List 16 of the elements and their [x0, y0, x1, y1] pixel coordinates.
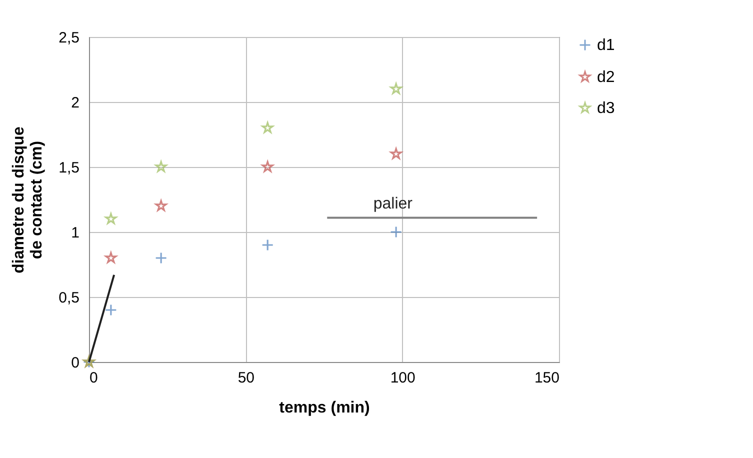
x-tick-label: 0 — [90, 370, 98, 386]
x-tick-label: 50 — [238, 370, 255, 386]
annotation: palier — [373, 196, 414, 213]
legend-label: d3 — [597, 100, 615, 117]
y-tick-label: 1,5 — [58, 160, 80, 176]
y-axis-title: diametre du disque de contact (cm) — [10, 126, 46, 274]
y-tick-label: 2,5 — [58, 30, 80, 46]
x-tick-label: 150 — [534, 370, 560, 386]
legend-label: d1 — [597, 37, 615, 54]
legend-label: d2 — [597, 69, 615, 86]
y-tick-label: 0,5 — [58, 290, 80, 306]
x-tick-label: 100 — [390, 370, 416, 386]
y-tick-label: 0 — [71, 354, 80, 372]
y-tick-label: 1 — [71, 224, 80, 242]
y-tick-label: 2 — [71, 94, 80, 112]
x-axis-title: temps (min) — [279, 400, 370, 416]
